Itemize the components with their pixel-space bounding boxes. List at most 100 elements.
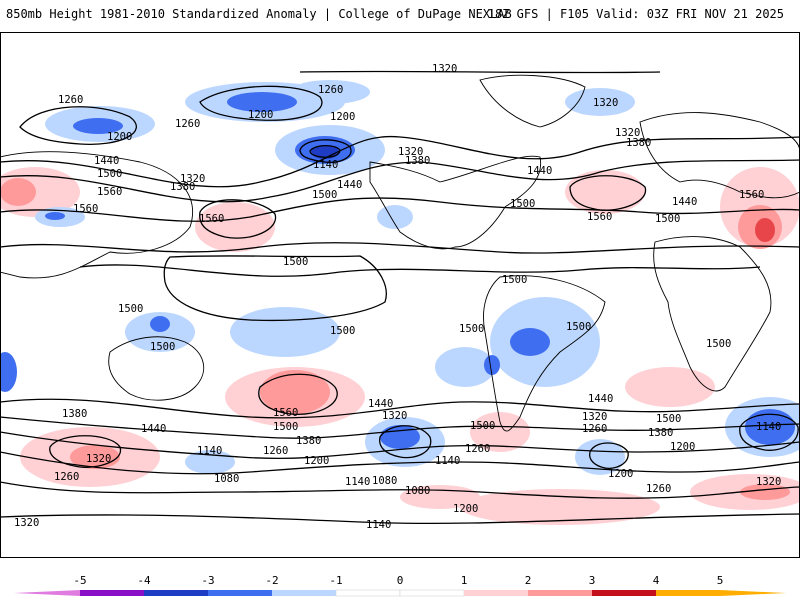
contour-label: 1200 [608, 468, 633, 480]
coast-australia [108, 336, 205, 401]
contour-low [309, 144, 341, 158]
contour-label: 1260 [54, 471, 79, 483]
colorbar-tick: 4 [653, 574, 660, 587]
contour-line [0, 398, 800, 419]
anomaly-pos-patch [195, 202, 275, 252]
contour-label: 1440 [141, 423, 166, 435]
contour-label: 1560 [97, 186, 122, 198]
colorbar-segments [14, 589, 786, 597]
contour-label: 1500 [706, 338, 731, 350]
contour-low [739, 413, 799, 451]
anomaly-neg-core [45, 212, 65, 220]
contour-label: 1140 [313, 159, 338, 171]
colorbar-segment [80, 590, 144, 596]
contour-label: 1440 [527, 165, 552, 177]
contour-line [0, 242, 800, 254]
anomaly-pos-patch [625, 367, 715, 407]
contour-label: 1260 [646, 483, 671, 495]
contour-label: 1320 [615, 127, 640, 139]
anomaly-neg-patch [377, 205, 413, 229]
contour-label: 1500 [459, 323, 484, 335]
colorbar-tick: 5 [717, 574, 724, 587]
anomaly-pos-core [755, 218, 775, 242]
anomaly-neg-patch [575, 439, 625, 475]
contour-label: 1320 [180, 173, 205, 185]
anomaly-neg-core [380, 425, 420, 449]
contour-label: 1140 [366, 519, 391, 531]
contour-label: 1320 [86, 453, 111, 465]
contour-label: 1380 [296, 435, 321, 447]
map-canvas[interactable]: 1320 1260 1200 1260 1200 1260 1320 1200 … [0, 32, 800, 558]
anomaly-neg-core [73, 118, 123, 134]
contour-line [0, 451, 800, 475]
contour-line [79, 264, 761, 277]
anomaly-neg-core [150, 316, 170, 332]
contour-line [163, 255, 387, 322]
contour-label: 1260 [582, 423, 607, 435]
contour-label: 1080 [214, 473, 239, 485]
contour-label: 1380 [62, 408, 87, 420]
anomaly-pos-patch [460, 489, 660, 525]
coast-greenland [479, 74, 586, 128]
contour-label: 1140 [197, 445, 222, 457]
anomaly-neg-core [227, 92, 297, 112]
coast-europe [639, 112, 800, 199]
contour-label: 1320 [756, 476, 781, 488]
contour-label: 1500 [283, 256, 308, 268]
contour-label: 1200 [107, 131, 132, 143]
colorbar-segment [528, 590, 592, 596]
anomaly-neg-patch [230, 307, 340, 357]
anomaly-neg-core [745, 409, 795, 445]
contour-low [19, 106, 137, 146]
contour-label: 1200 [304, 455, 329, 467]
contour-label: 1200 [453, 503, 478, 515]
colorbar-tick: -3 [201, 574, 214, 587]
colorbar-svg: -5 -4 -3 -2 -1 0 1 2 3 4 5 [14, 574, 786, 597]
contour-labels: 1320 1260 1200 1260 1200 1260 1320 1200 … [14, 63, 781, 531]
contour-label: 1500 [656, 413, 681, 425]
contour-high [199, 199, 277, 239]
contour-low [199, 85, 323, 121]
contour-label: 1440 [672, 196, 697, 208]
contour-high [569, 175, 647, 211]
contour-label: 1500 [566, 321, 591, 333]
colorbar-segment [399, 589, 465, 597]
contour-low [589, 442, 629, 470]
colorbar-segment [592, 590, 656, 596]
coast-africa [653, 236, 772, 392]
contour-label: 1500 [118, 303, 143, 315]
height-contours [0, 70, 800, 525]
colorbar-tick: 2 [525, 574, 532, 587]
anomaly-shading [0, 80, 800, 525]
contour-label: 1560 [73, 203, 98, 215]
contour-label: 1260 [318, 84, 343, 96]
anomaly-pos-core [260, 370, 330, 414]
anomaly-pos-patch [470, 412, 530, 452]
contour-label: 1500 [655, 213, 680, 225]
anomaly-pos-core [0, 178, 36, 206]
colorbar-tick: 1 [461, 574, 468, 587]
contour-low [379, 425, 432, 459]
contour-label: 1500 [470, 420, 495, 432]
contour-line [0, 197, 800, 222]
contour-label: 1200 [330, 111, 355, 123]
anomaly-neg-core [510, 328, 550, 356]
colorbar-tick: -4 [137, 574, 151, 587]
contour-label: 1440 [368, 398, 393, 410]
map-panel[interactable]: 1320 1260 1200 1260 1200 1260 1320 1200 … [0, 32, 800, 558]
contour-label: 1140 [435, 455, 460, 467]
contour-label: 1500 [330, 325, 355, 337]
contour-label: 1560 [273, 407, 298, 419]
contour-label: 1500 [312, 189, 337, 201]
contour-label: 1320 [593, 97, 618, 109]
contour-label: 1380 [626, 137, 651, 149]
contour-label: 1500 [510, 198, 535, 210]
contour-line [0, 481, 800, 499]
contour-label: 1200 [248, 109, 273, 121]
colorbar-ticks: -5 -4 -3 -2 -1 0 1 2 3 4 5 [73, 574, 723, 587]
contour-label: 1140 [345, 476, 370, 488]
contour-label: 1440 [94, 155, 119, 167]
contour-label: 1560 [739, 189, 764, 201]
anomaly-neg-core [484, 355, 500, 375]
colorbar-tick: 0 [397, 574, 404, 587]
